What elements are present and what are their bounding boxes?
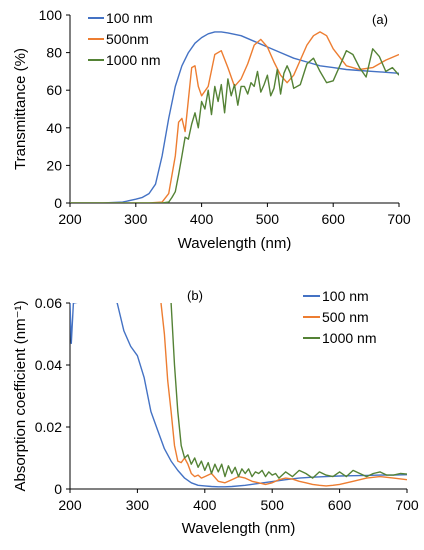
- panel-b-y-tick-label: 0: [54, 481, 62, 497]
- panel-a-x-axis-label: Wavelength (nm): [178, 235, 292, 252]
- panel-b-x-tick-label: 500: [261, 497, 285, 513]
- panel-a-x-tick-label: 500: [256, 211, 280, 227]
- panel-b-legend-label-1: 100 nm: [322, 288, 369, 304]
- panel-a-label: (a): [372, 12, 388, 27]
- panel-b-legend-label-2: 500 nm: [322, 309, 369, 325]
- panel-a-series-line-1: [70, 31, 399, 203]
- panel-b-x-tick-label: 200: [58, 497, 82, 513]
- panel-a-series-line-2: [70, 31, 399, 203]
- panel-a-legend-label-1: 100 nm: [106, 10, 153, 26]
- panel-b-y-tick-label: 0.06: [35, 295, 62, 311]
- panel-a-y-axis-label: Transmittance (%): [12, 48, 29, 170]
- panel-b-series-line-3: [170, 303, 407, 479]
- panel-b-x-tick-label: 700: [395, 497, 419, 513]
- panel-a-x-tick-label: 400: [190, 211, 214, 227]
- panel-a-y-tick-label: 100: [39, 7, 63, 23]
- panel-a-y-tick-label: 20: [46, 157, 62, 173]
- panel-a-x-tick-label: 700: [387, 211, 411, 227]
- panel-a-y-tick-label: 80: [46, 45, 62, 61]
- panel-a-x-tick-label: 600: [322, 211, 346, 227]
- panel-a-x-tick-label: 300: [124, 211, 148, 227]
- panel-b-x-axis-label: Wavelength (nm): [182, 520, 296, 537]
- panel-b-legend-label-3: 1000 nm: [322, 330, 376, 346]
- panel-b-y-axis-label: Absorption coefficient (nm⁻¹): [12, 300, 29, 491]
- panel-b-label: (b): [187, 288, 203, 303]
- panel-a-y-tick-label: 40: [46, 120, 62, 136]
- panel-b-y-tick-label: 0.02: [35, 419, 62, 435]
- panel-b-series-line-1: [70, 303, 407, 488]
- panel-b-y-tick-label: 0.04: [35, 357, 62, 373]
- panel-a-legend-label-3: 1000 nm: [106, 52, 160, 68]
- panel-a-y-tick-label: 0: [54, 195, 62, 211]
- panel-b-series-line-2: [160, 303, 407, 487]
- panel-b-x-tick-label: 600: [328, 497, 352, 513]
- panel-b-x-tick-label: 400: [193, 497, 217, 513]
- panel-a-y-tick-label: 60: [46, 82, 62, 98]
- panel-a-series-line-3: [70, 48, 399, 203]
- panel-b-x-tick-label: 300: [126, 497, 150, 513]
- panel-a-x-tick-label: 200: [58, 211, 82, 227]
- panel-a-legend-label-2: 500nm: [106, 31, 149, 47]
